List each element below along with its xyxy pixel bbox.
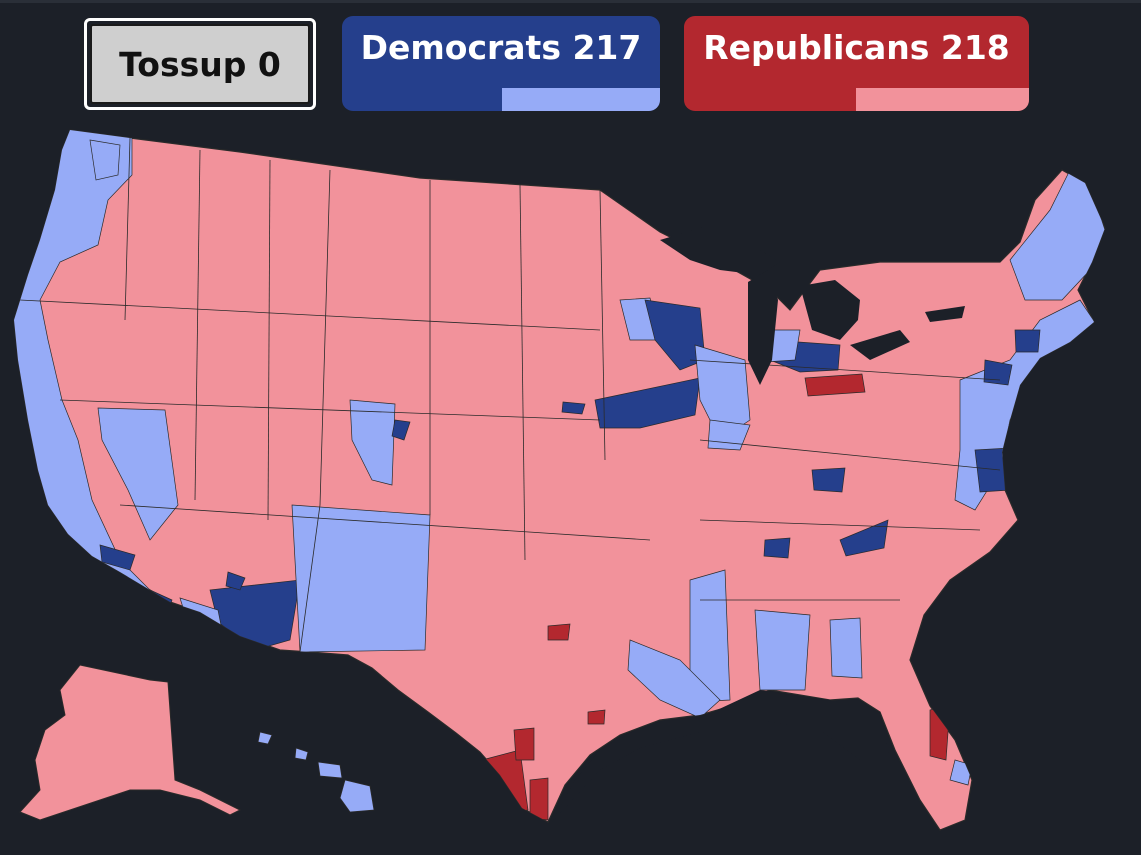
alabama-lean-dem[interactable] bbox=[754, 609, 811, 691]
seattle-area[interactable] bbox=[89, 139, 121, 181]
top-divider bbox=[0, 0, 1141, 3]
phoenix-safe-dem[interactable] bbox=[209, 579, 301, 651]
new-england-lean-dem[interactable] bbox=[1009, 169, 1105, 301]
new-mexico-lean-dem[interactable] bbox=[291, 504, 431, 653]
omaha-safe-dem[interactable] bbox=[561, 401, 586, 415]
nashville-safe-dem[interactable] bbox=[839, 519, 889, 557]
memphis-safe-dem[interactable] bbox=[763, 537, 791, 559]
lake-huron bbox=[800, 280, 860, 340]
democrats-label: Democrats 217 bbox=[360, 28, 642, 67]
ohio-safe-rep[interactable] bbox=[804, 373, 866, 397]
georgia-lean-dem[interactable] bbox=[829, 617, 863, 679]
lake-erie bbox=[850, 330, 910, 360]
lake-superior bbox=[660, 225, 780, 275]
illinois-lean-dem[interactable] bbox=[707, 419, 751, 451]
democrats-badge[interactable]: Democrats 217 bbox=[342, 16, 660, 111]
wisconsin-safe-dem[interactable] bbox=[644, 299, 706, 371]
democrats-lean-bar bbox=[502, 88, 660, 111]
boulder-safe-dem[interactable] bbox=[391, 419, 411, 441]
nevada-lean-dem[interactable] bbox=[97, 407, 179, 541]
hawaii-lean-dem[interactable] bbox=[257, 731, 375, 813]
dallas-safe-rep[interactable] bbox=[547, 623, 571, 641]
republicans-lean-bar bbox=[856, 88, 1029, 111]
republicans-label: Republicans 218 bbox=[703, 28, 1010, 67]
republicans-badge[interactable]: Republicans 218 bbox=[684, 16, 1029, 111]
lake-ontario bbox=[925, 306, 965, 322]
flagstaff-safe-dem[interactable] bbox=[225, 571, 246, 591]
lake-michigan bbox=[748, 270, 778, 385]
houston-safe-rep[interactable] bbox=[587, 709, 606, 725]
brownsville-safe-rep[interactable] bbox=[529, 777, 549, 821]
new-york-safe-dem[interactable] bbox=[1014, 329, 1041, 353]
iowa-safe-dem[interactable] bbox=[594, 377, 701, 429]
gulf-of-mexico bbox=[552, 690, 890, 822]
tossup-label: Tossup 0 bbox=[90, 24, 310, 104]
denver-lean-dem[interactable] bbox=[349, 399, 396, 486]
kentucky-safe-dem[interactable] bbox=[811, 467, 846, 493]
philadelphia-safe-dem[interactable] bbox=[983, 359, 1013, 386]
mississippi-lean-dem[interactable] bbox=[689, 569, 731, 703]
tossup-badge[interactable]: Tossup 0 bbox=[84, 18, 316, 110]
los-angeles-safe-dem[interactable] bbox=[99, 544, 136, 571]
alaska-republican[interactable] bbox=[19, 664, 242, 821]
texas-south-safe-rep[interactable] bbox=[513, 727, 535, 761]
